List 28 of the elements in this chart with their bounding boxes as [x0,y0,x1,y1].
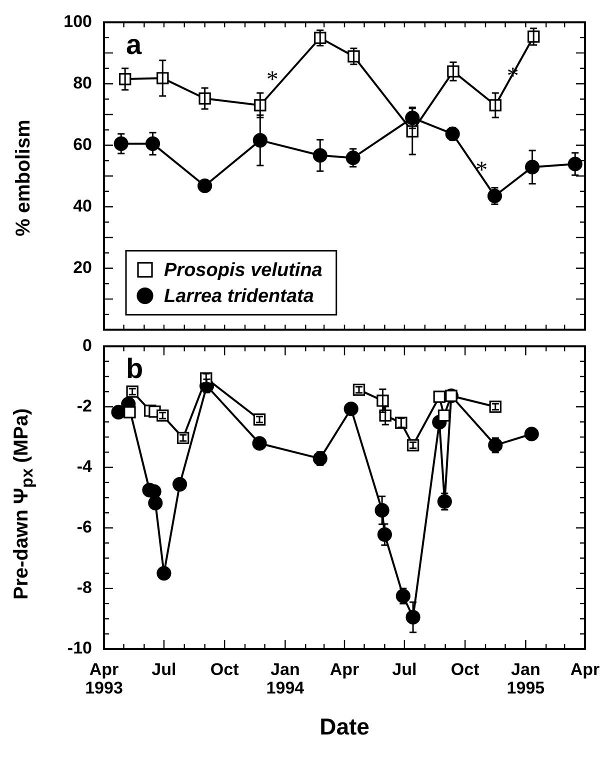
x-tick-label: Apr [330,660,360,680]
y-tick-label: -4 [76,457,93,476]
annotation: * [476,158,488,184]
legend-label: Prosopis velutina [164,260,323,282]
annotation: * [266,66,278,93]
y-axis-title: % embolism [12,120,36,236]
x-tick-label: Jul [392,660,417,680]
y-tick-label: 100 [64,12,92,31]
y-tick-label: 40 [73,196,92,216]
y-tick-label: -6 [76,518,92,537]
x-tick-label: Jan 1994 [266,660,305,698]
y-tick-label: 80 [73,73,92,92]
x-tick-label: Apr [570,660,600,680]
y-tick-label: 0 [82,336,92,355]
x-tick-label: Oct [210,660,240,680]
annotation: a [126,28,142,60]
y-tick-label: 20 [73,258,92,277]
y-tick-label: 60 [73,134,92,154]
x-axis-title: Date [320,714,370,740]
x-tick-label: Jul [152,660,176,680]
y-tick-label: -8 [76,578,92,598]
y-tick-label: -2 [76,396,92,416]
x-tick-label: Oct [450,660,480,680]
x-tick-label: Jan 1995 [506,660,545,698]
y-tick-label: -10 [67,638,92,658]
legend-label: Larrea tridentata [164,286,314,308]
annotation: b [126,352,144,384]
x-tick-label: Apr 1993 [85,660,123,698]
